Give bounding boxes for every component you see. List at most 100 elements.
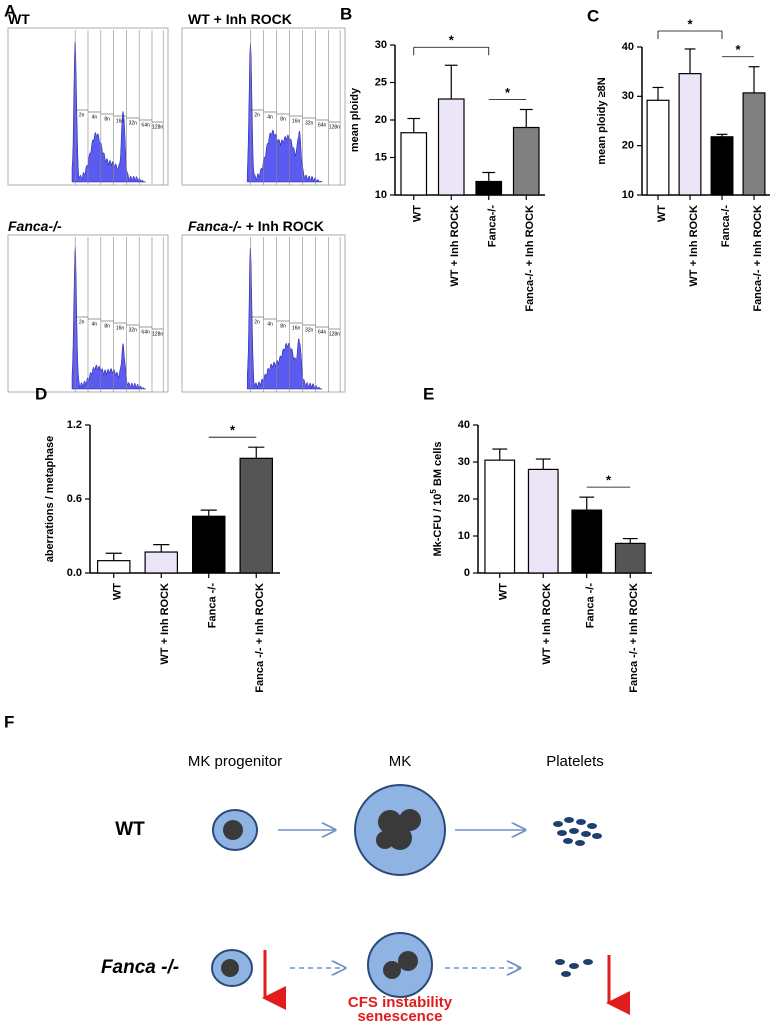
gate-label: 32n bbox=[129, 120, 138, 126]
panel-letter: C bbox=[587, 6, 599, 25]
gate-label: 32n bbox=[129, 327, 138, 333]
gate-label: 64n bbox=[141, 122, 150, 128]
gate-label: 128n bbox=[329, 331, 340, 337]
x-tick-label: WT + Inh ROCK bbox=[159, 583, 171, 665]
y-tick-label: 0.0 bbox=[67, 567, 82, 579]
note: senescence bbox=[357, 1008, 442, 1024]
histogram-title: Fanca-/- + Inh ROCK bbox=[188, 218, 324, 234]
significance-label: * bbox=[449, 33, 455, 48]
gate-label: 32n bbox=[305, 327, 314, 333]
gate-label: 2n bbox=[79, 319, 85, 325]
title-text: WT bbox=[8, 11, 30, 27]
y-tick-label: 20 bbox=[622, 140, 634, 152]
x-tick-label: WT bbox=[412, 205, 424, 222]
title-text: + Inh ROCK bbox=[246, 218, 324, 234]
x-tick-label: Fanca-/- + Inh ROCK bbox=[524, 205, 536, 312]
x-tick-label: Fanca -/- bbox=[207, 583, 219, 629]
gate-label: 16n bbox=[116, 325, 125, 331]
gate-label: 64n bbox=[141, 329, 150, 335]
y-tick-label: 1.2 bbox=[67, 419, 82, 431]
x-tick-label: WT + Inh ROCK bbox=[541, 583, 553, 665]
gate-label: 4n bbox=[92, 321, 98, 327]
y-tick-label: 0 bbox=[464, 567, 470, 579]
column-title: MK progenitor bbox=[188, 753, 282, 770]
y-tick-label: 30 bbox=[622, 90, 634, 102]
title-text: WT + Inh ROCK bbox=[188, 11, 292, 27]
y-label-text: mean ploidy ≥8N bbox=[596, 77, 608, 164]
y-tick-label: 40 bbox=[458, 419, 470, 431]
gate-label: 16n bbox=[292, 118, 301, 124]
y-axis-label: mean ploidy ≥8N bbox=[596, 77, 608, 164]
histogram-area bbox=[246, 43, 324, 183]
bar bbox=[527, 468, 559, 574]
nucleus bbox=[223, 820, 243, 840]
gate-label: 8n bbox=[104, 116, 110, 122]
y-tick-label: 20 bbox=[375, 114, 387, 126]
bar bbox=[742, 92, 766, 196]
y-tick-label: 10 bbox=[375, 189, 387, 201]
gate-label: 4n bbox=[92, 114, 98, 120]
gate-label: 128n bbox=[152, 124, 163, 130]
histogram-area bbox=[71, 246, 146, 390]
significance-label: * bbox=[606, 473, 612, 488]
bar bbox=[678, 73, 702, 196]
gate-label: 128n bbox=[329, 124, 340, 130]
significance-label: * bbox=[505, 85, 511, 100]
panel-letter: F bbox=[4, 712, 14, 731]
x-tick-label: WT bbox=[656, 205, 668, 222]
bar bbox=[484, 459, 516, 574]
gate-label: 8n bbox=[280, 323, 286, 329]
bar bbox=[192, 515, 226, 574]
panel-letter: D bbox=[35, 384, 47, 403]
significance-label: * bbox=[735, 42, 741, 57]
bar bbox=[437, 98, 465, 196]
x-tick-label: Fanca-/- bbox=[720, 205, 732, 248]
y-tick-label: 20 bbox=[458, 493, 470, 505]
note: CFS instability bbox=[348, 994, 453, 1011]
panel-letter: E bbox=[423, 384, 434, 403]
y-label-sup: 5 bbox=[429, 489, 438, 494]
gate-label: 8n bbox=[104, 323, 110, 329]
x-tick-label: WT bbox=[112, 583, 124, 600]
histogram-title: Fanca-/- bbox=[8, 218, 62, 234]
title-italic: Fanca-/- bbox=[188, 218, 242, 234]
bar bbox=[646, 99, 670, 196]
bar bbox=[96, 560, 131, 574]
x-tick-label: Fanca -/- bbox=[585, 583, 597, 629]
gate-label: 64n bbox=[318, 122, 327, 128]
y-tick-label: 30 bbox=[375, 39, 387, 51]
y-tick-label: 40 bbox=[622, 41, 634, 53]
gate-label: 16n bbox=[116, 118, 125, 124]
row-label: WT bbox=[115, 819, 145, 840]
y-axis-label: mean ploidy bbox=[349, 87, 361, 152]
y-tick-label: 15 bbox=[375, 151, 387, 163]
gate-label: 128n bbox=[152, 331, 163, 337]
gate-label: 64n bbox=[318, 329, 327, 335]
x-tick-label: Fanca-/- bbox=[487, 205, 499, 248]
x-tick-label: Fanca -/- + Inh ROCK bbox=[254, 583, 266, 693]
gate-label: 2n bbox=[254, 319, 260, 325]
histogram-title: WT + Inh ROCK bbox=[188, 11, 292, 27]
y-tick-label: 30 bbox=[458, 456, 470, 468]
row-label: Fanca -/- bbox=[101, 957, 179, 978]
histogram-area bbox=[71, 41, 146, 183]
x-tick-label: WT bbox=[498, 583, 510, 600]
histogram-area bbox=[246, 247, 324, 390]
gate-label: 4n bbox=[267, 114, 273, 120]
x-tick-label: WT + Inh ROCK bbox=[688, 205, 700, 287]
panel-letter: A bbox=[4, 1, 16, 20]
x-tick-label: Fanca -/- + Inh ROCK bbox=[628, 583, 640, 693]
y-axis-label: aberrations / metaphase bbox=[44, 436, 56, 563]
y-label-text: Mk-CFU / 10 bbox=[432, 494, 444, 557]
nucleus bbox=[383, 951, 418, 979]
gate-label: 2n bbox=[254, 112, 260, 118]
gate-label: 2n bbox=[79, 112, 85, 118]
bar bbox=[144, 551, 179, 574]
y-label-end: BM cells bbox=[432, 441, 444, 486]
significance-label: * bbox=[230, 423, 236, 438]
x-tick-label: Fanca-/- + Inh ROCK bbox=[752, 205, 764, 312]
nucleus bbox=[376, 809, 421, 850]
histogram-title: WT bbox=[8, 11, 30, 27]
y-tick-label: 0.6 bbox=[67, 493, 82, 505]
